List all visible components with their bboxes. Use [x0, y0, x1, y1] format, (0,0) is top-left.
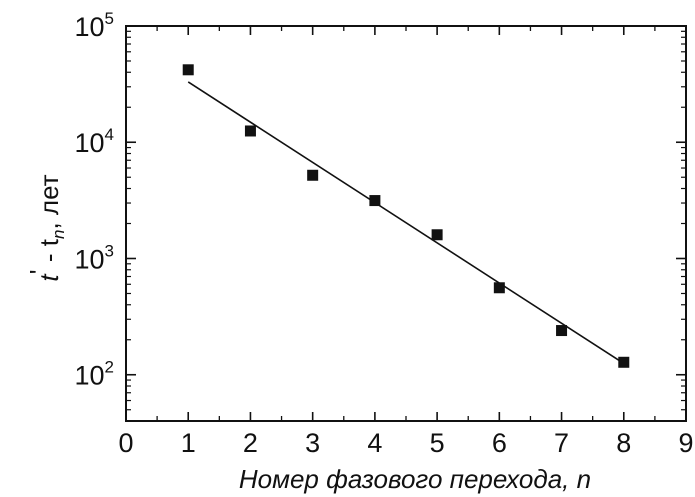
x-tick-label: 3 — [305, 428, 320, 458]
y-label-tail: , лет — [34, 174, 64, 229]
y-axis-label: t' - tn, лет — [24, 174, 68, 281]
series-layer — [182, 64, 630, 368]
y-tick-label: 105 — [74, 9, 114, 42]
x-tick-label: 0 — [118, 428, 133, 458]
x-tick-label: 7 — [554, 428, 569, 458]
y-label-mid: - t — [34, 238, 64, 269]
x-tick-label: 9 — [678, 428, 693, 458]
y-label-main: t — [34, 273, 64, 282]
x-tick-label: 4 — [367, 428, 382, 458]
x-tick-label: 6 — [492, 428, 507, 458]
data-point — [431, 229, 443, 241]
y-tick-label: 102 — [74, 358, 114, 391]
x-tick-label: 2 — [243, 428, 258, 458]
data-point — [244, 125, 256, 137]
x-tick-label: 1 — [181, 428, 196, 458]
y-tick-label: 103 — [74, 241, 114, 274]
svg-text:t' - tn, лет: t' - tn, лет — [24, 174, 68, 281]
y-label-sub: n — [49, 230, 68, 239]
data-point — [556, 325, 568, 337]
x-tick-label: 5 — [430, 428, 445, 458]
data-point — [493, 282, 505, 294]
data-point — [307, 169, 319, 181]
data-point — [182, 64, 194, 76]
data-point — [618, 356, 630, 368]
x-tick-label: 8 — [616, 428, 631, 458]
x-axis-ticks: 0 1 2 3 4 5 6 7 8 9 — [118, 26, 694, 458]
y-tick-label: 104 — [74, 125, 114, 158]
fit-line — [187, 81, 625, 365]
x-axis-label: Номер фазового перехода, n — [239, 464, 591, 494]
y-axis-ticks: 102 103 104 105 — [74, 9, 686, 422]
y-label-prime: ' — [24, 269, 54, 274]
data-point — [369, 195, 381, 207]
